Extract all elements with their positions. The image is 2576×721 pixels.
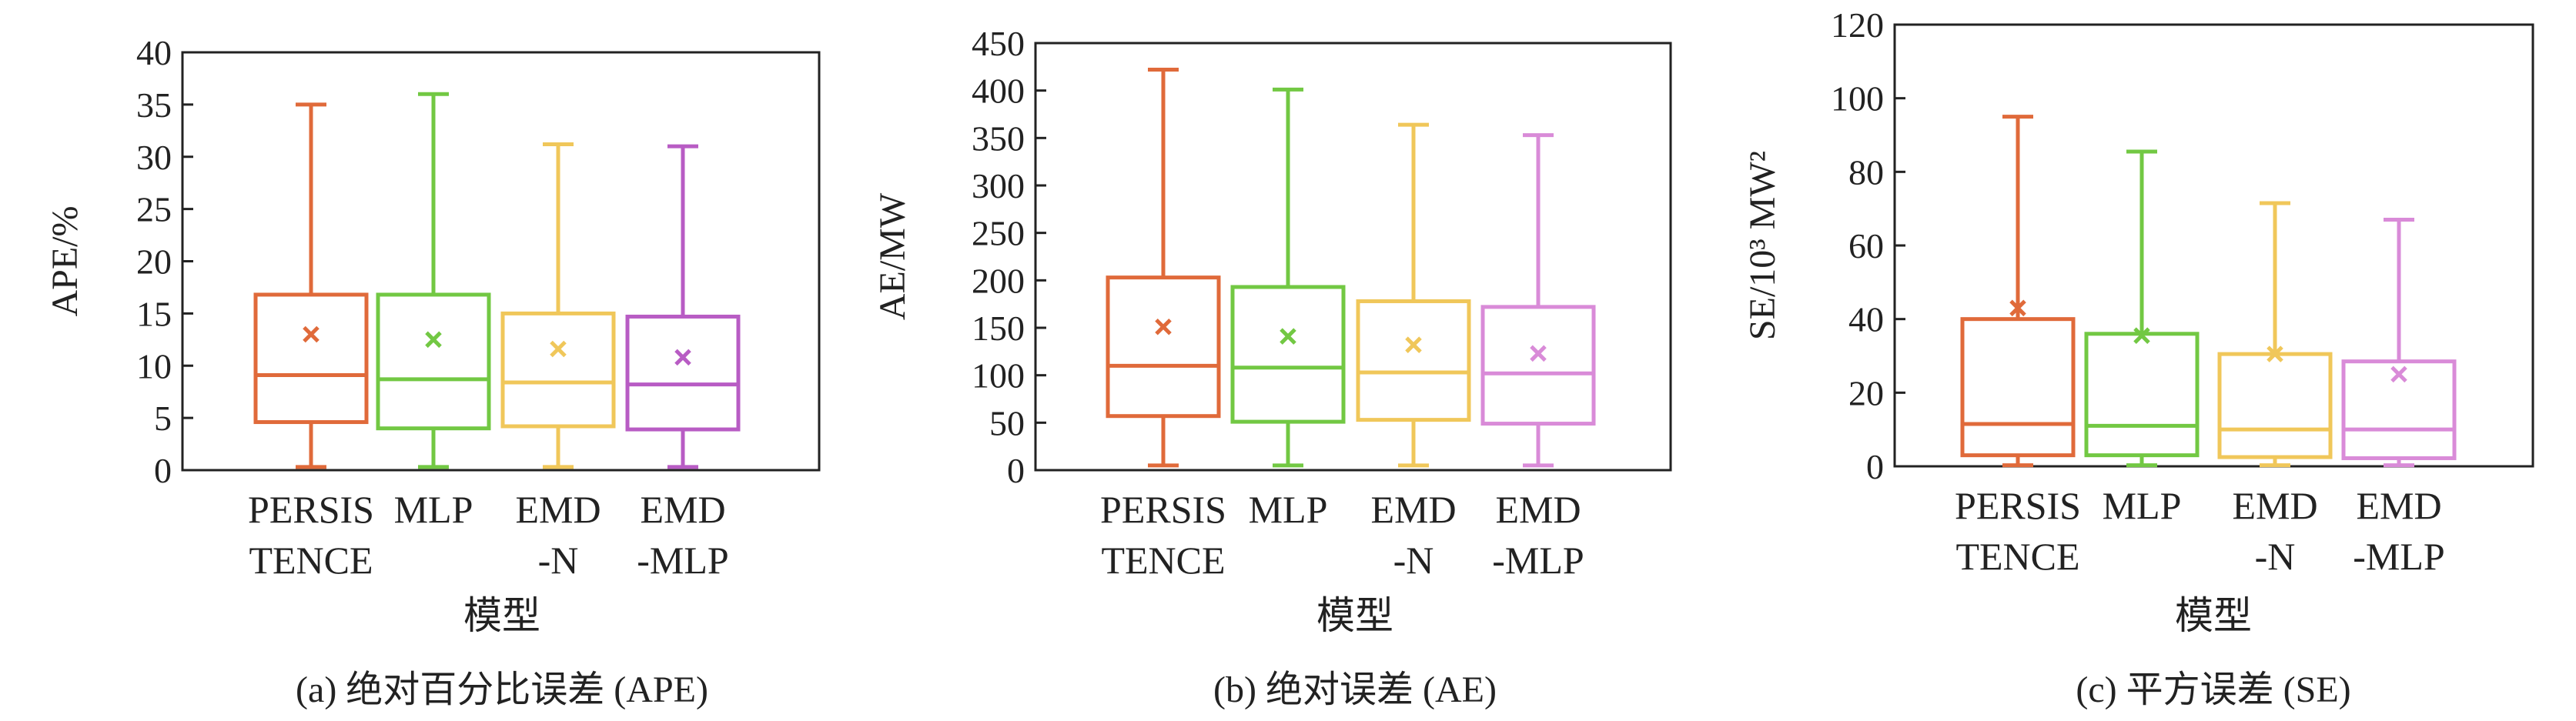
y-tick-label: 10 [136, 346, 172, 386]
category-label: PERSIS [248, 488, 374, 531]
y-tick-label: 400 [972, 72, 1025, 111]
chart-panel-3: 0 20 40 60 80 100 120 SE/10³ MW² PERSIS TENCE MLP E… [1742, 5, 2534, 710]
y-tick-label: 50 [989, 403, 1025, 442]
y-tick-label: 35 [136, 85, 172, 125]
box-3 [2217, 201, 2333, 468]
category-label: MLP [394, 488, 473, 531]
y-tick-label: 0 [1866, 447, 1884, 486]
y-tick-label: 100 [1831, 79, 1884, 118]
box-3 [500, 142, 616, 469]
category-label-line2: -N [2255, 535, 2296, 578]
y-axis-title: AE/MW [872, 192, 913, 320]
mean-marker [1280, 328, 1296, 345]
chart-panel-2: 0 50 100 150 200 250 300 350 400 450 AE/MW PERSIS TE… [872, 24, 1672, 710]
category-label: EMD [1495, 488, 1581, 531]
y-tick-label: 5 [154, 399, 172, 438]
category-label: MLP [2103, 484, 2182, 527]
x-axis-title: 模型 [1316, 594, 1393, 637]
y-axis-title: APE/% [45, 206, 85, 317]
y-axis-title: SE/10³ MW² [1742, 151, 1783, 340]
y-tick-label: 15 [136, 294, 172, 333]
iqr-box [625, 314, 741, 432]
category-label: MLP [1249, 488, 1328, 531]
x-axis-title: 模型 [463, 594, 540, 637]
mean-marker [2267, 345, 2283, 362]
category-label: EMD [2356, 484, 2441, 527]
box-2 [376, 92, 491, 469]
y-tick-label: 120 [1831, 5, 1884, 45]
y-tick-label: 60 [1848, 226, 1884, 265]
plot-frame [1893, 23, 2534, 468]
mean-marker [2133, 327, 2150, 344]
y-tick-label: 40 [1848, 300, 1884, 339]
y-tick-label: 40 [136, 33, 172, 72]
y-tick-label: 100 [972, 356, 1025, 396]
chart-panel-1: 0 5 10 15 20 25 30 35 40 APE/% PERSIS TENCE MLP EMD -N… [45, 33, 821, 710]
category-label-line2: -N [1393, 539, 1434, 582]
box-1 [253, 102, 369, 469]
iqr-box [376, 292, 491, 431]
iqr-box [1230, 285, 1346, 424]
category-label: EMD [640, 488, 725, 531]
y-tick-label: 150 [972, 309, 1025, 348]
iqr-box [2217, 352, 2333, 459]
panel-caption: (a) 绝对百分比误差 (APE) [296, 669, 708, 710]
mean-marker [425, 331, 442, 349]
iqr-box [1480, 305, 1596, 426]
category-label: EMD [2232, 484, 2317, 527]
y-tick-label: 350 [972, 118, 1025, 158]
iqr-box [1106, 275, 1221, 419]
category-label-line2: TENCE [1101, 539, 1225, 582]
category-label-line2: -MLP [1492, 539, 1584, 582]
y-tick-label: 80 [1848, 152, 1884, 192]
iqr-box [1960, 317, 2076, 458]
y-tick-label: 20 [1848, 373, 1884, 412]
mean-marker [1405, 336, 1422, 353]
y-tick-label: 25 [136, 190, 172, 229]
category-label-line2: -MLP [637, 539, 728, 582]
iqr-box [1356, 299, 1471, 422]
mean-marker [2009, 299, 2026, 317]
y-tick-label: 20 [136, 242, 172, 282]
iqr-box [500, 311, 616, 429]
category-label-line2: -N [538, 539, 579, 582]
y-tick-label: 300 [972, 166, 1025, 205]
y-tick-label: 0 [154, 451, 172, 490]
plot-frame [1034, 42, 1672, 472]
box-1 [1960, 115, 2076, 468]
mean-marker [550, 340, 567, 358]
iqr-box [2084, 332, 2200, 458]
mean-marker [2390, 366, 2407, 383]
panel-caption: (b) 绝对误差 (AE) [1213, 669, 1497, 710]
mean-marker [1155, 318, 1172, 335]
box-4 [2341, 218, 2457, 468]
box-2 [2084, 149, 2200, 468]
y-tick-label: 0 [1007, 451, 1025, 490]
category-label: PERSIS [1100, 488, 1226, 531]
iqr-box [253, 292, 369, 425]
box-4 [1480, 133, 1596, 468]
mean-marker [303, 325, 319, 343]
box-1 [1106, 68, 1221, 468]
category-label: PERSIS [1955, 484, 2081, 527]
x-axis-title: 模型 [2175, 594, 2252, 637]
y-tick-label: 250 [972, 214, 1025, 253]
box-2 [1230, 87, 1346, 468]
category-label-line2: TENCE [249, 539, 373, 582]
box-4 [625, 144, 741, 469]
y-tick-label: 450 [972, 24, 1025, 63]
y-tick-label: 30 [136, 138, 172, 177]
category-label: EMD [515, 488, 601, 531]
mean-marker [1530, 345, 1547, 362]
category-label-line2: TENCE [1955, 535, 2079, 578]
panel-caption: (c) 平方误差 (SE) [2076, 669, 2350, 710]
category-label-line2: -MLP [2353, 535, 2444, 578]
box-3 [1356, 122, 1471, 468]
category-label: EMD [1370, 488, 1456, 531]
iqr-box [2341, 359, 2457, 460]
y-tick-label: 200 [972, 261, 1025, 300]
mean-marker [674, 349, 691, 366]
